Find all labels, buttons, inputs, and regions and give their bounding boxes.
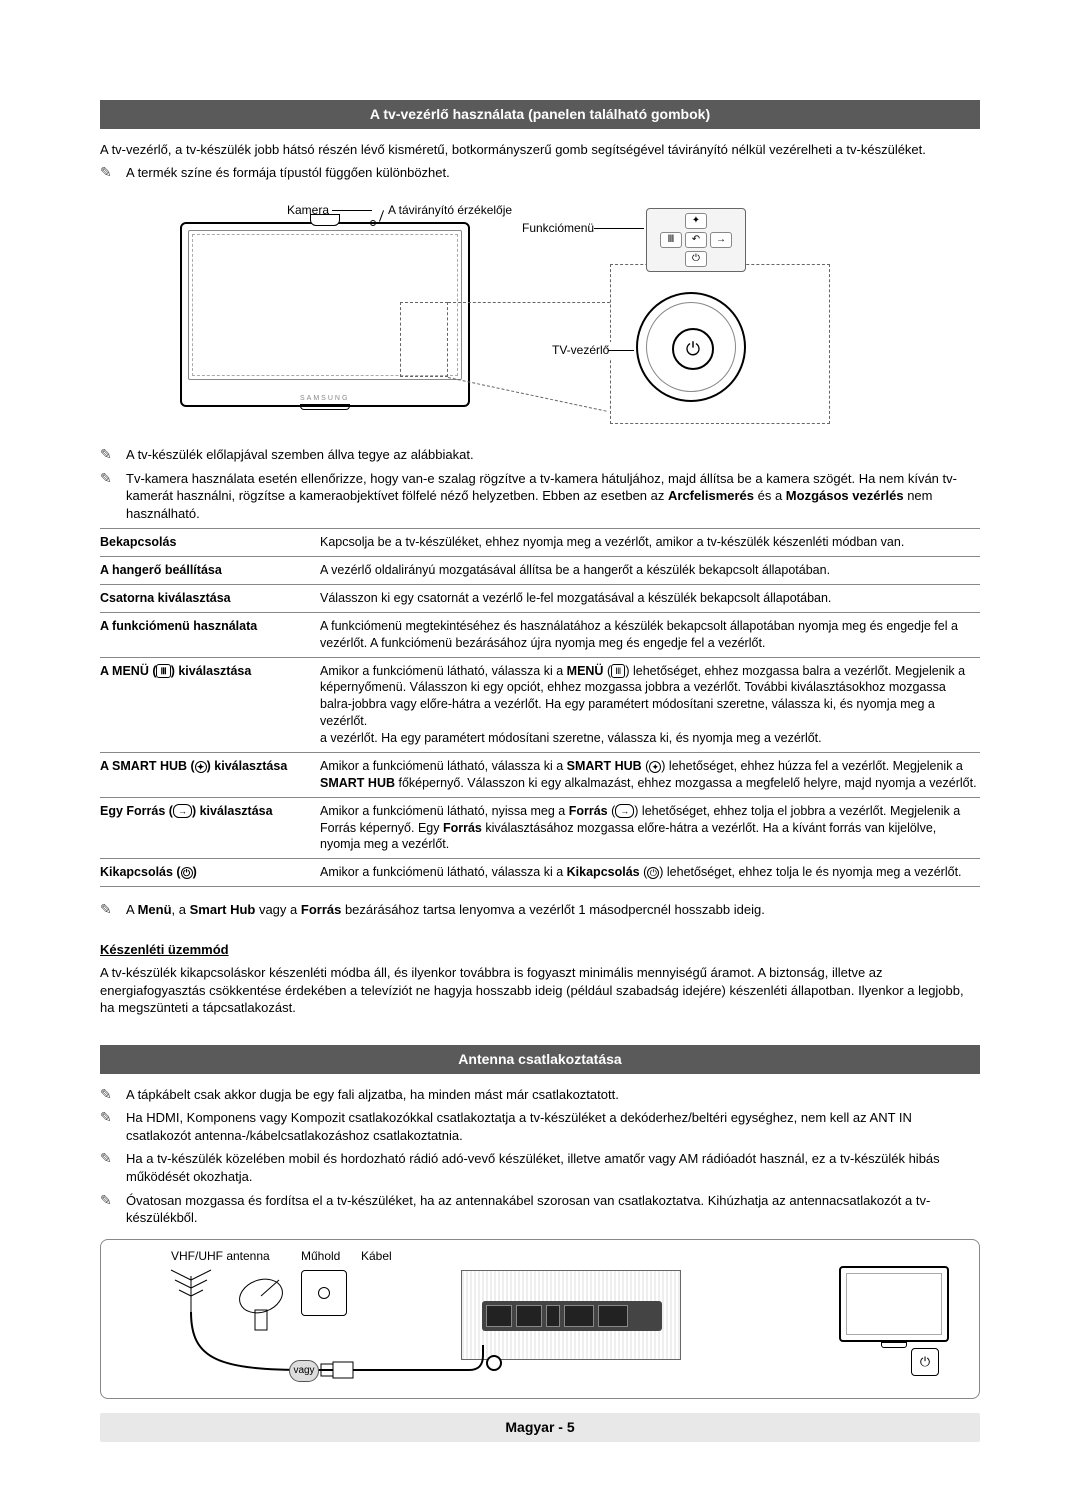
tv-controller-diagram: Kamera A távirányító érzékelője SAMSUNG … <box>100 192 980 432</box>
table-desc: Kapcsolja be a tv-készüléket, ehhez nyom… <box>320 534 980 551</box>
label-vhf: VHF/UHF antenna <box>171 1248 270 1264</box>
note-text: Ha HDMI, Komponens vagy Kompozit csatlak… <box>126 1109 980 1144</box>
note-after-table: ✎ A Menü, a Smart Hub vagy a Forrás bezá… <box>100 901 980 919</box>
section-header-antenna: Antenna csatlakoztatása <box>100 1045 980 1074</box>
note-after-table-text: A Menü, a Smart Hub vagy a Forrás bezárá… <box>126 901 980 919</box>
label-kabel: Kábel <box>361 1248 392 1264</box>
table-row: A hangerő beállításaA vezérlő oldalirány… <box>100 557 980 585</box>
label-muhold: Műhold <box>301 1248 340 1264</box>
table-row: Csatorna kiválasztásaVálasszon ki egy cs… <box>100 585 980 613</box>
tv-front-mini-icon <box>839 1266 949 1342</box>
note-icon: ✎ <box>100 164 118 181</box>
note-icon: ✎ <box>100 1109 118 1126</box>
note-row: ✎ Ha HDMI, Komponens vagy Kompozit csatl… <box>100 1109 980 1144</box>
note-text: Ha a tv-készülék közelében mobil és hord… <box>126 1150 980 1185</box>
tv-camera-icon <box>310 214 340 226</box>
power-icon: ⏻ <box>672 328 714 370</box>
table-row: Egy Forrás (→) kiválasztásaAmikor a funk… <box>100 798 980 860</box>
fm-smarthub-icon: ✦ <box>685 213 707 229</box>
note-text: Óvatosan mozgassa és fordítsa el a tv-ké… <box>126 1192 980 1227</box>
page-footer: Magyar - 5 <box>100 1413 980 1442</box>
tv-front-stand-icon <box>881 1342 907 1348</box>
note-icon: ✎ <box>100 470 118 487</box>
note-shape: ✎ A termék színe és formája típustól füg… <box>100 164 980 182</box>
fm-power-icon: ⏻ <box>685 251 707 267</box>
label-tvvezerlo: TV-vezérlő <box>550 342 611 358</box>
fm-return-icon: ↶ <box>685 232 707 248</box>
standby-paragraph: A tv-készülék kikapcsoláskor készenléti … <box>100 964 980 1017</box>
table-desc: A funkciómenü megtekintéséhez és használ… <box>320 618 980 652</box>
cable-to-tv-icon <box>369 1345 499 1385</box>
table-desc: Amikor a funkciómenü látható, nyissa meg… <box>320 803 980 854</box>
table-desc: Amikor a funkciómenü látható, válassza k… <box>320 663 980 747</box>
dashed-zoom-source <box>400 302 448 377</box>
antenna-diagram: VHF/UHF antenna Műhold Kábel vagy <box>100 1239 980 1399</box>
tv-front-power-icon: ⏻ <box>911 1348 939 1376</box>
table-desc: Amikor a funkciómenü látható, válassza k… <box>320 864 980 881</box>
fm-menu-icon: Ⅲ <box>660 232 682 248</box>
note-shape-text: A termék színe és formája típustól függő… <box>126 164 980 182</box>
tv-sensor-icon <box>370 220 376 226</box>
table-desc: A vezérlő oldalirányú mozgatásával állít… <box>320 562 980 579</box>
mid-notes-list: ✎ A tv-készülék előlapjával szemben állv… <box>100 446 980 522</box>
standby-heading: Készenléti üzemmód <box>100 941 980 959</box>
note-row: ✎ Óvatosan mozgassa és fordítsa el a tv-… <box>100 1192 980 1227</box>
note-row: ✎ Tv-kamera használata esetén ellenőrizz… <box>100 470 980 523</box>
note-icon: ✎ <box>100 1192 118 1209</box>
intro-paragraph: A tv-vezérlő, a tv-készülék jobb hátsó r… <box>100 141 980 159</box>
note-icon: ✎ <box>100 1086 118 1103</box>
tv-brand: SAMSUNG <box>300 394 349 403</box>
note-text: A tv-készülék előlapjával szemben állva … <box>126 446 980 464</box>
table-label: Bekapcsolás <box>100 534 320 551</box>
table-row: A funkciómenü használataA funkciómenü me… <box>100 613 980 658</box>
coax-connector-icon <box>319 1358 369 1384</box>
table-row: A SMART HUB (✦) kiválasztásaAmikor a fun… <box>100 753 980 798</box>
function-table: BekapcsolásKapcsolja be a tv-készüléket,… <box>100 528 980 887</box>
note-row: ✎ A tv-készülék előlapjával szemben állv… <box>100 446 980 464</box>
tv-stand-icon <box>300 404 350 410</box>
table-desc: Válasszon ki egy csatornát a vezérlő le-… <box>320 590 980 607</box>
table-label: A SMART HUB (✦) kiválasztása <box>100 758 320 792</box>
vagy-label: vagy <box>289 1360 319 1382</box>
label-funkciomenu: Funkciómenü <box>520 220 596 236</box>
table-row: BekapcsolásKapcsolja be a tv-készüléket,… <box>100 528 980 557</box>
note-icon: ✎ <box>100 1150 118 1167</box>
table-desc: Amikor a funkciómenü látható, válassza k… <box>320 758 980 792</box>
table-label: Egy Forrás (→) kiválasztása <box>100 803 320 854</box>
note-text: A tápkábelt csak akkor dugja be egy fali… <box>126 1086 980 1104</box>
note-icon: ✎ <box>100 901 118 918</box>
table-label: Kikapcsolás (⏻) <box>100 864 320 881</box>
section-header-controller: A tv-vezérlő használata (panelen találha… <box>100 100 980 129</box>
vhf-antenna-icon <box>161 1266 221 1316</box>
note-row: ✎ A tápkábelt csak akkor dugja be egy fa… <box>100 1086 980 1104</box>
antenna-notes-list: ✎ A tápkábelt csak akkor dugja be egy fa… <box>100 1086 980 1227</box>
table-label: A hangerő beállítása <box>100 562 320 579</box>
tv-controller-knob: ⏻ <box>636 292 746 402</box>
label-sensor: A távirányító érzékelője <box>386 202 514 218</box>
table-label: A funkciómenü használata <box>100 618 320 652</box>
function-menu-icon: ✦ Ⅲ ↶ → ⏻ <box>646 208 746 272</box>
note-text: Tv-kamera használata esetén ellenőrizze,… <box>126 470 980 523</box>
fm-source-icon: → <box>710 232 732 248</box>
note-row: ✎ Ha a tv-készülék közelében mobil és ho… <box>100 1150 980 1185</box>
table-row: Kikapcsolás (⏻)Amikor a funkciómenü láth… <box>100 859 980 887</box>
table-row: A MENÜ (Ⅲ) kiválasztásaAmikor a funkcióm… <box>100 658 980 753</box>
table-label: A MENÜ (Ⅲ) kiválasztása <box>100 663 320 747</box>
note-icon: ✎ <box>100 446 118 463</box>
table-label: Csatorna kiválasztása <box>100 590 320 607</box>
